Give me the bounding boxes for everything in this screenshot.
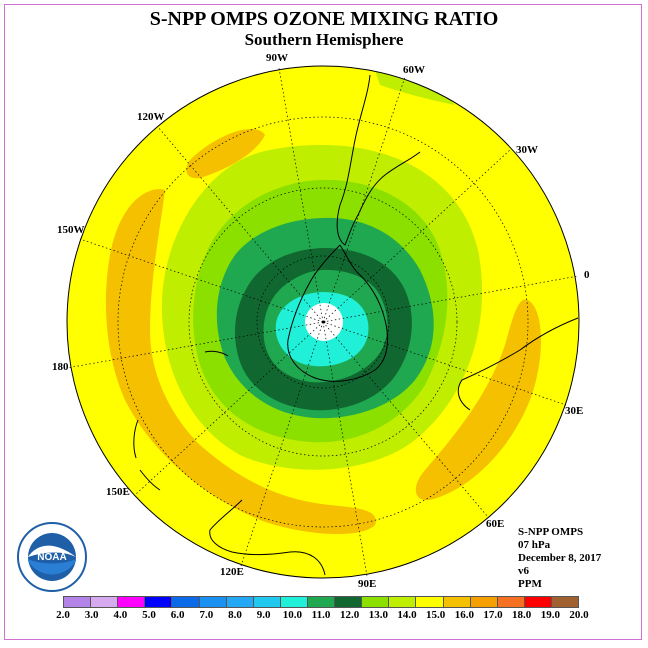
- ozone-band-16-17-east: [415, 299, 542, 501]
- coastline-australia: [209, 499, 326, 576]
- lon-label-90w: 90W: [266, 52, 288, 64]
- colorbar-swatch-2: [117, 596, 145, 608]
- noaa-logo: NOAA: [17, 522, 87, 592]
- lon-label-120w: 120W: [137, 111, 165, 123]
- colorbar-swatch-0: [63, 596, 91, 608]
- colorbar-label-8: 10.0: [282, 609, 302, 621]
- latitude-circle-40s: [117, 116, 529, 528]
- colorbar-swatch-7: [252, 596, 280, 608]
- colorbar-swatch-18: [550, 596, 580, 608]
- info-block: S-NPP OMPS 07 hPa December 8, 2017 v6 PP…: [518, 526, 601, 591]
- colorbar: [63, 596, 580, 608]
- lon-label-30e: 30E: [565, 405, 583, 417]
- ozone-patch-14-15-north: [375, 70, 455, 105]
- colorbar-label-3: 5.0: [142, 609, 156, 621]
- graticule: [66, 67, 579, 577]
- colorbar-label-0: 2.0: [56, 609, 70, 621]
- meridian-90e: [322, 321, 368, 577]
- colorbar-swatch-8: [279, 596, 307, 608]
- coastline-new-zealand: [133, 419, 161, 491]
- logo-wave-icon: [28, 559, 76, 575]
- colorbar-label-13: 15.0: [426, 609, 446, 621]
- colorbar-label-6: 8.0: [228, 609, 242, 621]
- colorbar-swatch-11: [361, 596, 389, 608]
- colorbar-label-14: 16.0: [454, 609, 474, 621]
- colorbar-label-16: 18.0: [512, 609, 532, 621]
- coastline-antarctica: [287, 244, 388, 382]
- colorbar-label-10: 12.0: [340, 609, 360, 621]
- coastlines: [133, 74, 579, 576]
- lon-label-180: 180: [52, 361, 69, 373]
- coastline-islands-west: [204, 350, 229, 357]
- colorbar-swatch-15: [469, 596, 497, 608]
- colorbar-swatch-12: [388, 596, 416, 608]
- coastline-africa: [457, 317, 579, 411]
- ozone-band-16-17-west: [105, 189, 376, 535]
- ozone-patch-16-17-north: [186, 129, 265, 179]
- colorbar-label-7: 9.0: [256, 609, 271, 621]
- lon-label-60w: 60W: [403, 64, 425, 76]
- colorbar-label-5: 7.0: [199, 609, 214, 621]
- colorbar-swatch-9: [306, 596, 335, 608]
- lon-label-30w: 30W: [516, 144, 538, 156]
- map-boundary: [66, 65, 580, 579]
- colorbar-swatch-1: [90, 596, 118, 608]
- colorbar-swatch-10: [334, 596, 362, 608]
- colorbar-swatch-16: [496, 596, 524, 608]
- meridian-90w: [278, 67, 324, 323]
- meridian-60e: [322, 321, 489, 518]
- colorbar-label-18: 20.0: [569, 609, 589, 621]
- lon-label-90e: 90E: [358, 578, 376, 590]
- colorbar-swatch-4: [171, 596, 199, 608]
- info-level: 07 hPa: [518, 539, 551, 551]
- lon-label-150w: 150W: [57, 224, 85, 236]
- info-version: v6: [518, 565, 529, 577]
- meridian-60w: [322, 76, 406, 323]
- meridian-30e: [322, 321, 567, 406]
- colorbar-swatch-3: [144, 596, 172, 608]
- meridian-120e: [240, 321, 324, 567]
- lon-label-120e: 120E: [220, 566, 244, 578]
- lon-label-150e: 150E: [106, 486, 130, 498]
- colorbar-swatch-5: [198, 596, 226, 608]
- info-units: PPM: [518, 578, 542, 590]
- colorbar-label-11: 13.0: [368, 609, 388, 621]
- meridian-120w: [157, 126, 324, 323]
- colorbar-swatch-14: [442, 596, 470, 608]
- colorbar-label-2: 4.0: [113, 609, 128, 621]
- map-subtitle: Southern Hemisphere: [244, 30, 404, 49]
- latitude-circle-80s: [256, 255, 390, 389]
- latitude-circle-60s: [188, 187, 458, 457]
- logo-text: NOAA: [37, 552, 66, 563]
- colorbar-labels: 2.0 3.0 4.0 5.0 6.0 7.0 8.0 9.0 10.0 11.0 12.0 13.0…: [56, 609, 589, 623]
- colorbar-label-4: 6.0: [170, 609, 185, 621]
- longitude-labels: 90W 60W 30W 0 30E 60E 90E 120E 150E 180 …: [52, 52, 590, 590]
- colorbar-label-9: 11.0: [311, 609, 331, 621]
- colorbar-label-15: 17.0: [483, 609, 503, 621]
- meridian-150w: [79, 238, 324, 323]
- meridian-180: [66, 321, 324, 369]
- map-title: S-NPP OMPS OZONE MIXING RATIO: [149, 8, 499, 30]
- colorbar-label-17: 19.0: [540, 609, 560, 621]
- colorbar-swatch-13: [415, 596, 443, 608]
- colorbar-label-12: 14.0: [397, 609, 417, 621]
- info-instrument: S-NPP OMPS: [518, 526, 584, 538]
- lon-label-0: 0: [584, 269, 590, 281]
- colorbar-label-1: 3.0: [84, 609, 99, 621]
- colorbar-swatch-6: [225, 596, 253, 608]
- colorbar-swatch-17: [523, 596, 551, 608]
- lon-label-60e: 60E: [486, 518, 504, 530]
- coastline-south-america: [336, 74, 421, 246]
- info-date: December 8, 2017: [518, 552, 602, 564]
- logo-bird-icon: [28, 545, 76, 557]
